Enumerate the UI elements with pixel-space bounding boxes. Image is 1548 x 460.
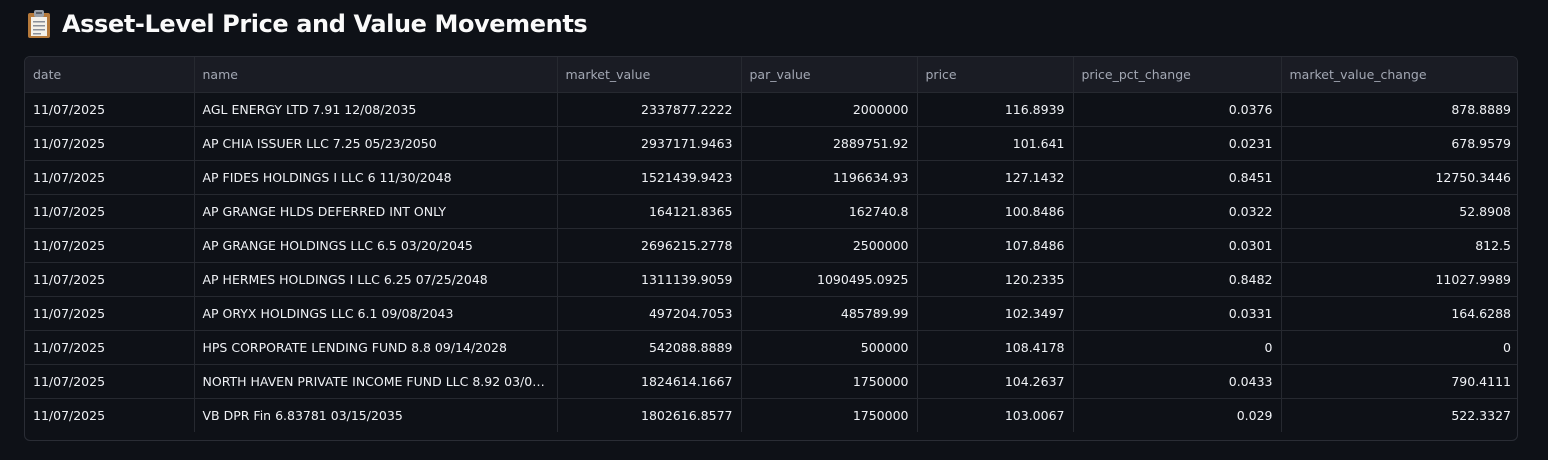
cell-market-value-change[interactable]: 812.5: [1281, 228, 1517, 263]
cell-date[interactable]: 11/07/2025: [25, 194, 195, 229]
cell-price-pct-change[interactable]: 0.029: [1073, 398, 1282, 432]
table-row[interactable]: 11/07/2025 AP GRANGE HLDS DEFERRED INT ON…: [25, 194, 1517, 229]
cell-date[interactable]: 11/07/2025: [25, 398, 195, 432]
cell-price[interactable]: 108.4178: [917, 330, 1074, 365]
cell-price[interactable]: 101.641: [917, 126, 1074, 161]
cell-date[interactable]: 11/07/2025: [25, 330, 195, 365]
cell-date[interactable]: 11/07/2025: [25, 262, 195, 297]
table-row[interactable]: 11/07/2025 NORTH HAVEN PRIVATE INCOME FUN…: [25, 364, 1517, 399]
cell-price-pct-change[interactable]: 0.0322: [1073, 194, 1282, 229]
cell-market-value-change[interactable]: 12750.3446: [1281, 160, 1517, 195]
cell-par-value[interactable]: 500000: [741, 330, 918, 365]
cell-market-value[interactable]: 1824614.1667: [557, 364, 742, 399]
clipboard-icon: [26, 9, 52, 39]
cell-price-pct-change[interactable]: 0.0301: [1073, 228, 1282, 263]
table-row[interactable]: 11/07/2025 AP ORYX HOLDINGS LLC 6.1 09/08…: [25, 296, 1517, 331]
cell-price[interactable]: 120.2335: [917, 262, 1074, 297]
cell-market-value[interactable]: 1521439.9423: [557, 160, 742, 195]
cell-date[interactable]: 11/07/2025: [25, 364, 195, 399]
cell-name[interactable]: AP GRANGE HLDS DEFERRED INT ONLY: [194, 194, 558, 229]
cell-price-pct-change[interactable]: 0: [1073, 330, 1282, 365]
cell-market-value[interactable]: 497204.7053: [557, 296, 742, 331]
cell-date[interactable]: 11/07/2025: [25, 228, 195, 263]
cell-date[interactable]: 11/07/2025: [25, 296, 195, 331]
cell-price[interactable]: 104.2637: [917, 364, 1074, 399]
cell-price[interactable]: 127.1432: [917, 160, 1074, 195]
cell-date[interactable]: 11/07/2025: [25, 92, 195, 127]
cell-market-value[interactable]: 542088.8889: [557, 330, 742, 365]
cell-name[interactable]: AP GRANGE HOLDINGS LLC 6.5 03/20/2045: [194, 228, 558, 263]
cell-par-value[interactable]: 2000000: [741, 92, 918, 127]
cell-price[interactable]: 107.8486: [917, 228, 1074, 263]
column-header-name[interactable]: name: [194, 57, 558, 93]
cell-market-value[interactable]: 2337877.2222: [557, 92, 742, 127]
cell-market-value-change[interactable]: 522.3327: [1281, 398, 1517, 432]
column-header-price[interactable]: price: [917, 57, 1074, 93]
column-header-market-value[interactable]: market_value: [557, 57, 742, 93]
cell-market-value[interactable]: 1802616.8577: [557, 398, 742, 432]
table-row[interactable]: 11/07/2025 AP GRANGE HOLDINGS LLC 6.5 03/…: [25, 228, 1517, 263]
cell-market-value[interactable]: 2937171.9463: [557, 126, 742, 161]
cell-market-value-change[interactable]: 790.4111: [1281, 364, 1517, 399]
cell-price[interactable]: 116.8939: [917, 92, 1074, 127]
cell-name[interactable]: VB DPR Fin 6.83781 03/15/2035: [194, 398, 558, 432]
page-header: Asset-Level Price and Value Movements: [26, 4, 588, 44]
cell-name[interactable]: HPS CORPORATE LENDING FUND 8.8 09/14/202…: [194, 330, 558, 365]
cell-price[interactable]: 100.8486: [917, 194, 1074, 229]
cell-market-value[interactable]: 164121.8365: [557, 194, 742, 229]
cell-par-value[interactable]: 485789.99: [741, 296, 918, 331]
table-row[interactable]: 11/07/2025 VB DPR Fin 6.83781 03/15/2035 1…: [25, 398, 1517, 432]
cell-date[interactable]: 11/07/2025: [25, 160, 195, 195]
cell-par-value[interactable]: 1750000: [741, 364, 918, 399]
cell-price[interactable]: 102.3497: [917, 296, 1074, 331]
cell-market-value-change[interactable]: 52.8908: [1281, 194, 1517, 229]
cell-par-value[interactable]: 2500000: [741, 228, 918, 263]
cell-price-pct-change[interactable]: 0.0376: [1073, 92, 1282, 127]
column-header-price-pct-change[interactable]: price_pct_change: [1073, 57, 1282, 93]
cell-name[interactable]: AP FIDES HOLDINGS I LLC 6 11/30/2048: [194, 160, 558, 195]
table-row[interactable]: 11/07/2025 AGL ENERGY LTD 7.91 12/08/2035…: [25, 92, 1517, 127]
cell-par-value[interactable]: 1750000: [741, 398, 918, 432]
page-title: Asset-Level Price and Value Movements: [62, 10, 588, 38]
cell-par-value[interactable]: 2889751.92: [741, 126, 918, 161]
column-header-par-value[interactable]: par_value: [741, 57, 918, 93]
cell-price-pct-change[interactable]: 0.8482: [1073, 262, 1282, 297]
cell-name[interactable]: AP HERMES HOLDINGS I LLC 6.25 07/25/2048: [194, 262, 558, 297]
cell-market-value-change[interactable]: 11027.9989: [1281, 262, 1517, 297]
cell-price[interactable]: 103.0067: [917, 398, 1074, 432]
column-header-date[interactable]: date: [25, 57, 195, 93]
cell-name[interactable]: NORTH HAVEN PRIVATE INCOME FUND LLC 8.92…: [194, 364, 558, 399]
cell-par-value[interactable]: 1090495.0925: [741, 262, 918, 297]
cell-market-value-change[interactable]: 678.9579: [1281, 126, 1517, 161]
table-header-row: date name market_value par_value price p…: [25, 57, 1517, 93]
cell-price-pct-change[interactable]: 0.0433: [1073, 364, 1282, 399]
table-row[interactable]: 11/07/2025 HPS CORPORATE LENDING FUND 8.8…: [25, 330, 1517, 365]
data-table[interactable]: date name market_value par_value price p…: [24, 56, 1518, 441]
cell-price-pct-change[interactable]: 0.0331: [1073, 296, 1282, 331]
cell-par-value[interactable]: 1196634.93: [741, 160, 918, 195]
cell-par-value[interactable]: 162740.8: [741, 194, 918, 229]
cell-name[interactable]: AP CHIA ISSUER LLC 7.25 05/23/2050: [194, 126, 558, 161]
table-row[interactable]: 11/07/2025 AP FIDES HOLDINGS I LLC 6 11/3…: [25, 160, 1517, 195]
cell-price-pct-change[interactable]: 0.0231: [1073, 126, 1282, 161]
cell-name[interactable]: AGL ENERGY LTD 7.91 12/08/2035: [194, 92, 558, 127]
column-header-market-value-change[interactable]: market_value_change: [1281, 57, 1517, 93]
cell-market-value[interactable]: 1311139.9059: [557, 262, 742, 297]
cell-price-pct-change[interactable]: 0.8451: [1073, 160, 1282, 195]
cell-market-value-change[interactable]: 0: [1281, 330, 1517, 365]
table-row[interactable]: 11/07/2025 AP HERMES HOLDINGS I LLC 6.25 …: [25, 262, 1517, 297]
cell-market-value[interactable]: 2696215.2778: [557, 228, 742, 263]
cell-market-value-change[interactable]: 878.8889: [1281, 92, 1517, 127]
table-row[interactable]: 11/07/2025 AP CHIA ISSUER LLC 7.25 05/23/…: [25, 126, 1517, 161]
cell-date[interactable]: 11/07/2025: [25, 126, 195, 161]
cell-market-value-change[interactable]: 164.6288: [1281, 296, 1517, 331]
cell-name[interactable]: AP ORYX HOLDINGS LLC 6.1 09/08/2043: [194, 296, 558, 331]
